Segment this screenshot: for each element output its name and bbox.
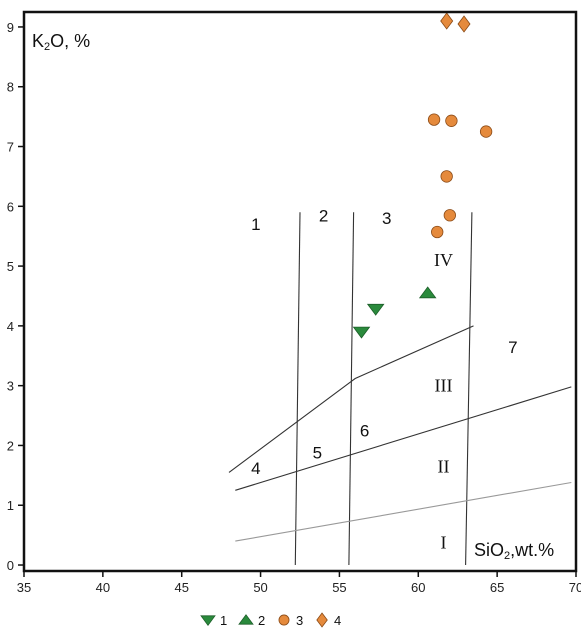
- data-point-series-3: [440, 170, 453, 183]
- field-label: 2: [319, 206, 328, 225]
- legend-marker-1: [200, 615, 216, 626]
- x-tick-label: 60: [411, 580, 425, 595]
- boundary-line-vertical-52: [294, 212, 301, 566]
- x-tick-label: 50: [253, 580, 267, 595]
- boundary-line-upper-boundary: [228, 325, 474, 473]
- y-tick-label: 0: [7, 558, 14, 573]
- data-point-series-3: [427, 113, 441, 126]
- y-tick-label: 4: [7, 319, 14, 334]
- data-point-series-2: [418, 286, 437, 299]
- x-axis-title: SiO2,wt.%: [474, 540, 554, 562]
- legend-marker-2: [238, 614, 254, 625]
- boundary-line-middle-boundary: [235, 386, 572, 491]
- x-tick-label: 45: [174, 580, 188, 595]
- field-label: 7: [508, 338, 517, 357]
- field-label: II: [438, 456, 450, 476]
- legend-label: 3: [296, 613, 303, 628]
- y-tick-label: 9: [7, 20, 14, 35]
- field-label: 6: [360, 421, 369, 440]
- y-tick-label: 3: [7, 379, 14, 394]
- data-points: [352, 12, 493, 339]
- y-tick-label: 7: [7, 140, 14, 155]
- y-tick-label: 1: [7, 498, 14, 513]
- x-axis-ticks: 35 40 45 50 55 60 65 70: [17, 571, 581, 595]
- data-point-series-3: [443, 209, 456, 222]
- legend-label: 2: [258, 613, 265, 628]
- y-tick-label: 5: [7, 259, 14, 274]
- field-label: 4: [251, 459, 260, 478]
- legend-marker-4: [316, 612, 328, 628]
- field-label: IV: [434, 250, 453, 270]
- data-point-series-1: [366, 303, 385, 316]
- data-point-series-1: [352, 326, 371, 339]
- y-tick-label: 8: [7, 80, 14, 95]
- boundary-lines: [228, 212, 572, 566]
- field-label: 3: [382, 209, 391, 228]
- y-tick-label: 2: [7, 438, 14, 453]
- plot-frame: [22, 10, 578, 573]
- field-label: I: [441, 532, 447, 552]
- boundary-line-vertical-56: [348, 212, 355, 566]
- x-tick-label: 55: [332, 580, 346, 595]
- legend-marker-3: [278, 614, 290, 626]
- boundary-line-vertical-63: [465, 212, 473, 566]
- x-tick-label: 65: [490, 580, 504, 595]
- y-tick-label: 6: [7, 199, 14, 214]
- field-label: III: [435, 376, 453, 396]
- legend-label: 4: [334, 613, 341, 628]
- x-tick-label: 35: [17, 580, 31, 595]
- y-axis-title: K2O, %: [32, 31, 90, 53]
- data-point-series-3: [479, 125, 493, 138]
- x-tick-label: 70: [569, 580, 581, 595]
- data-point-series-4: [457, 15, 471, 33]
- legend: 1 2 3 4: [200, 612, 341, 628]
- boundary-line-lower-boundary: [235, 481, 572, 542]
- field-label: 5: [313, 444, 322, 463]
- legend-label: 1: [220, 613, 227, 628]
- data-point-series-3: [445, 114, 458, 127]
- x-tick-label: 40: [96, 580, 110, 595]
- data-point-series-3: [431, 225, 444, 239]
- field-label: 1: [251, 215, 260, 234]
- y-axis-ticks: 0 1 2 3 4 5 6 7 8 9: [7, 20, 24, 573]
- data-point-series-4: [440, 12, 454, 30]
